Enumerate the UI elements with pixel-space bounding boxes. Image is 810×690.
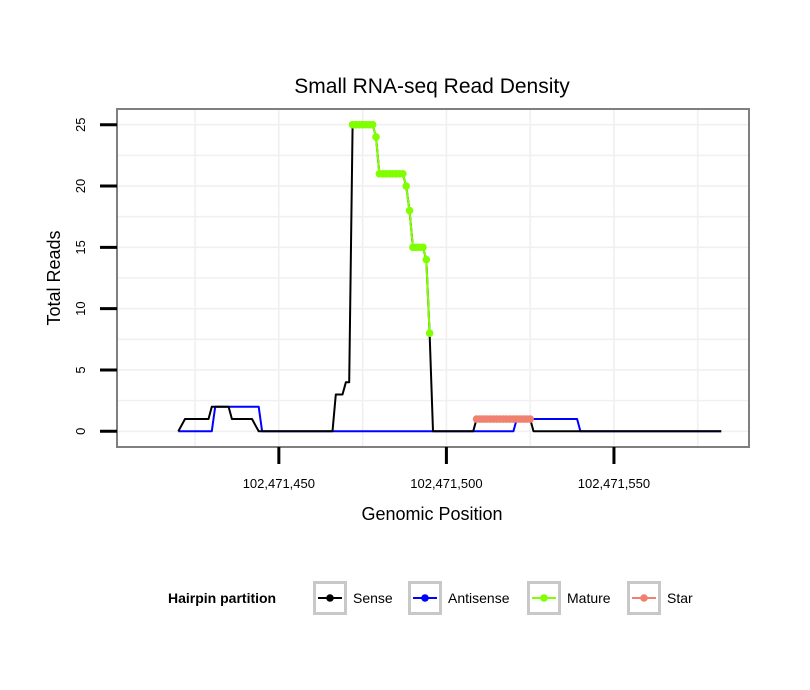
plot-series bbox=[177, 120, 722, 433]
y-tick-label: 15 bbox=[73, 240, 88, 254]
y-axis-title: Total Reads bbox=[44, 230, 64, 325]
x-axis-title: Genomic Position bbox=[361, 504, 502, 524]
legend-item-sense: Sense bbox=[313, 581, 393, 615]
legend-key-point bbox=[421, 594, 429, 602]
plot-gridlines bbox=[118, 110, 748, 446]
legend-key-point bbox=[326, 594, 334, 602]
y-tick-label: 25 bbox=[73, 117, 88, 131]
legend-key-point bbox=[540, 594, 548, 602]
y-tick-label: 20 bbox=[73, 179, 88, 193]
data-point-mature bbox=[405, 206, 414, 215]
y-axis: 0 5 10 15 20 25 bbox=[73, 117, 117, 435]
y-tick-label: 5 bbox=[73, 366, 88, 373]
legend-label-star: Star bbox=[667, 590, 693, 606]
data-point-mature bbox=[402, 182, 410, 190]
data-point-mature bbox=[399, 169, 407, 178]
legend-entries: Sense Antisense Mature Star bbox=[313, 581, 693, 615]
legend-label-mature: Mature bbox=[567, 590, 611, 606]
x-tick-label: 102,471,450 bbox=[243, 476, 315, 491]
x-axis: 102,471,450 102,471,500 102,471,550 bbox=[243, 447, 650, 491]
legend: Hairpin partition Sense Antisense Mature St… bbox=[168, 581, 693, 615]
x-tick-label: 102,471,500 bbox=[410, 476, 482, 491]
chart-title: Small RNA-seq Read Density bbox=[294, 75, 570, 98]
data-point-star bbox=[526, 415, 534, 423]
x-tick-label: 102,471,550 bbox=[578, 476, 650, 491]
data-point-mature bbox=[372, 133, 380, 141]
legend-item-antisense: Antisense bbox=[408, 581, 510, 615]
legend-title: Hairpin partition bbox=[168, 590, 276, 606]
data-point-mature bbox=[368, 120, 377, 129]
plot-panel-border bbox=[116, 108, 750, 448]
y-tick-label: 0 bbox=[73, 428, 88, 435]
legend-item-star: Star bbox=[627, 581, 693, 615]
legend-key-point bbox=[640, 594, 648, 602]
data-point-mature bbox=[425, 329, 434, 337]
y-tick-label: 10 bbox=[73, 301, 88, 315]
data-point-mature bbox=[419, 243, 427, 252]
legend-label-sense: Sense bbox=[353, 590, 393, 606]
legend-item-mature: Mature bbox=[527, 581, 611, 615]
legend-label-antisense: Antisense bbox=[448, 590, 510, 606]
series-line-antisense bbox=[178, 405, 722, 433]
data-point-mature bbox=[422, 255, 431, 264]
